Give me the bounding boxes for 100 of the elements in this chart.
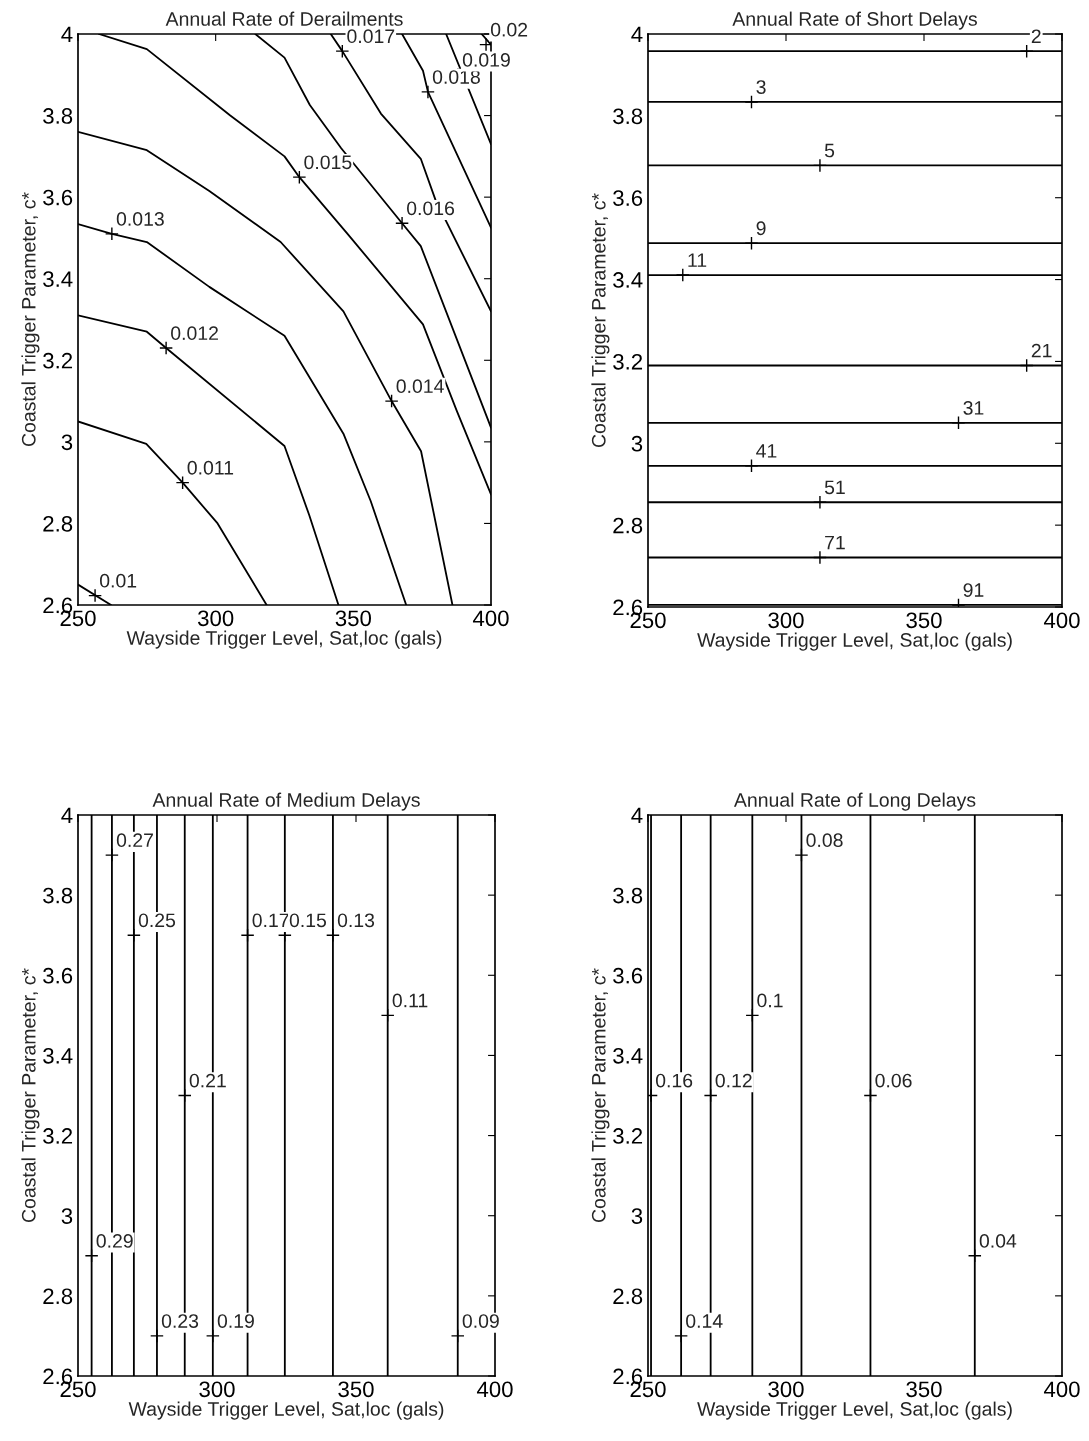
point	[159, 341, 174, 355]
point	[292, 170, 307, 185]
annotation: 0.011	[187, 460, 234, 475]
annotation: 51	[824, 480, 845, 495]
annotation: 0.01	[100, 573, 137, 588]
point	[384, 394, 399, 409]
chart-title: Annual Rate of Derailments	[165, 11, 403, 26]
annotation: 0.17	[252, 913, 289, 928]
x-axis-title: Wayside Trigger Level, Sat,loc (gals)	[128, 1401, 444, 1420]
y-tick-label: 3	[61, 1208, 73, 1224]
annotation: 0.015	[304, 155, 352, 170]
annotation: 0.019	[462, 53, 510, 67]
annotation: 0.21	[189, 1073, 226, 1088]
annotation: 21	[1031, 343, 1052, 358]
x-tick-label: 400	[476, 1381, 513, 1398]
y-tick-label: 3.4	[613, 272, 643, 288]
y-axis-title: Coastal Trigger Parameter, c*	[21, 968, 40, 1223]
annotation: 91	[963, 583, 984, 597]
y-tick-label: 3.4	[613, 1047, 643, 1064]
annotation: 9	[756, 221, 766, 236]
x-tick-label: 350	[906, 1381, 942, 1398]
annotation: 0.27	[116, 833, 153, 848]
x-tick-label: 350	[906, 612, 942, 629]
y-tick-label: 3.6	[43, 189, 73, 206]
y-tick-label: 4	[631, 26, 643, 43]
x-tick-label: 300	[197, 610, 234, 627]
annotation: 2	[1031, 29, 1041, 43]
y-tick-label: 3.8	[613, 887, 643, 904]
x-tick-label: 300	[768, 612, 804, 629]
y-tick-label: 3.2	[43, 1128, 73, 1144]
annotation: 0.14	[686, 1314, 723, 1328]
y-tick-label: 3.6	[43, 967, 73, 984]
x-tick-label: 350	[335, 610, 371, 627]
y-tick-label: 3.8	[43, 108, 73, 124]
y-tick-label: 3.2	[43, 352, 73, 369]
y-tick-label: 3.6	[613, 967, 643, 984]
x-tick-label: 300	[199, 1381, 235, 1398]
y-tick-label: 2.8	[43, 515, 73, 532]
annotation: 11	[688, 253, 707, 267]
y-tick-label: 3.4	[43, 271, 73, 287]
y-tick-label: 3.2	[613, 353, 643, 370]
y-axis-title: Coastal Trigger Parameter, c*	[591, 193, 610, 448]
x-tick-label: 300	[768, 1381, 804, 1398]
y-tick-label: 3.8	[613, 108, 643, 125]
annotation: 71	[825, 535, 845, 550]
x-tick-label: 400	[1043, 1381, 1080, 1398]
y-tick-label: 3	[631, 435, 643, 452]
y-tick-label: 2.8	[43, 1288, 73, 1305]
y-axis-title: Coastal Trigger Parameter, c*	[591, 968, 610, 1223]
x-axis-title: Wayside Trigger Level, Sat,loc (gals)	[126, 630, 442, 649]
point	[421, 84, 435, 99]
point	[175, 475, 190, 490]
point	[104, 226, 119, 241]
annotation: 0.16	[655, 1073, 693, 1088]
y-tick-label: 4	[631, 807, 643, 824]
x-tick-label: 400	[1043, 612, 1080, 629]
annotation: 0.016	[406, 201, 455, 216]
annotation: 0.13	[337, 913, 375, 928]
y-tick-label: 3.2	[613, 1128, 643, 1144]
annotation: 0.19	[217, 1314, 254, 1328]
y-tick-label: 3.8	[43, 887, 73, 904]
point	[395, 216, 410, 231]
annotation: 0.02	[490, 22, 528, 37]
point	[335, 44, 350, 59]
y-tick-label: 3.6	[613, 190, 643, 206]
y-tick-label: 3.4	[43, 1047, 73, 1064]
annotation: 0.012	[171, 326, 218, 341]
annotation: 0.09	[462, 1314, 499, 1328]
y-tick-label: 3	[631, 1208, 643, 1224]
annotation: 0.017	[347, 29, 395, 44]
annotation: 31	[963, 401, 984, 415]
y-tick-label: 4	[61, 807, 73, 824]
annotation: 3	[756, 80, 766, 94]
annotation: 41	[756, 444, 777, 458]
chart-title: Annual Rate of Long Delays	[733, 792, 976, 811]
annotation: 0.23	[161, 1314, 199, 1328]
annotation: 0.29	[96, 1234, 133, 1248]
annotation: 0.06	[875, 1073, 912, 1088]
x-tick-label: 400	[472, 610, 509, 627]
chart-title: Annual Rate of Short Delays	[732, 11, 977, 30]
annotation: 0.014	[396, 379, 444, 394]
y-tick-label: 4	[61, 26, 73, 43]
annotation: 0.25	[138, 913, 176, 928]
annotation: 0.08	[806, 833, 843, 848]
annotation: 5	[824, 143, 835, 158]
x-tick-label: 350	[338, 1381, 374, 1398]
annotation: 0.11	[392, 993, 428, 1008]
annotation: 0.12	[715, 1073, 752, 1088]
x-axis-title: Wayside Trigger Level, Sat,loc (gals)	[697, 632, 1012, 651]
y-tick-label: 3	[61, 434, 73, 451]
y-tick-label: 2.8	[613, 517, 643, 534]
annotation: 0.04	[979, 1234, 1017, 1248]
annotation: 0.1	[757, 993, 783, 1008]
x-axis-title: Wayside Trigger Level, Sat,loc (gals)	[697, 1401, 1012, 1420]
annotation: 0.013	[116, 212, 164, 226]
annotation: 0.018	[432, 70, 480, 84]
annotation: 0.15	[289, 913, 327, 928]
y-axis-title: Coastal Trigger Parameter, c*	[21, 192, 40, 447]
y-tick-label: 2.8	[613, 1288, 643, 1305]
chart-title: Annual Rate of Medium Delays	[152, 792, 420, 811]
